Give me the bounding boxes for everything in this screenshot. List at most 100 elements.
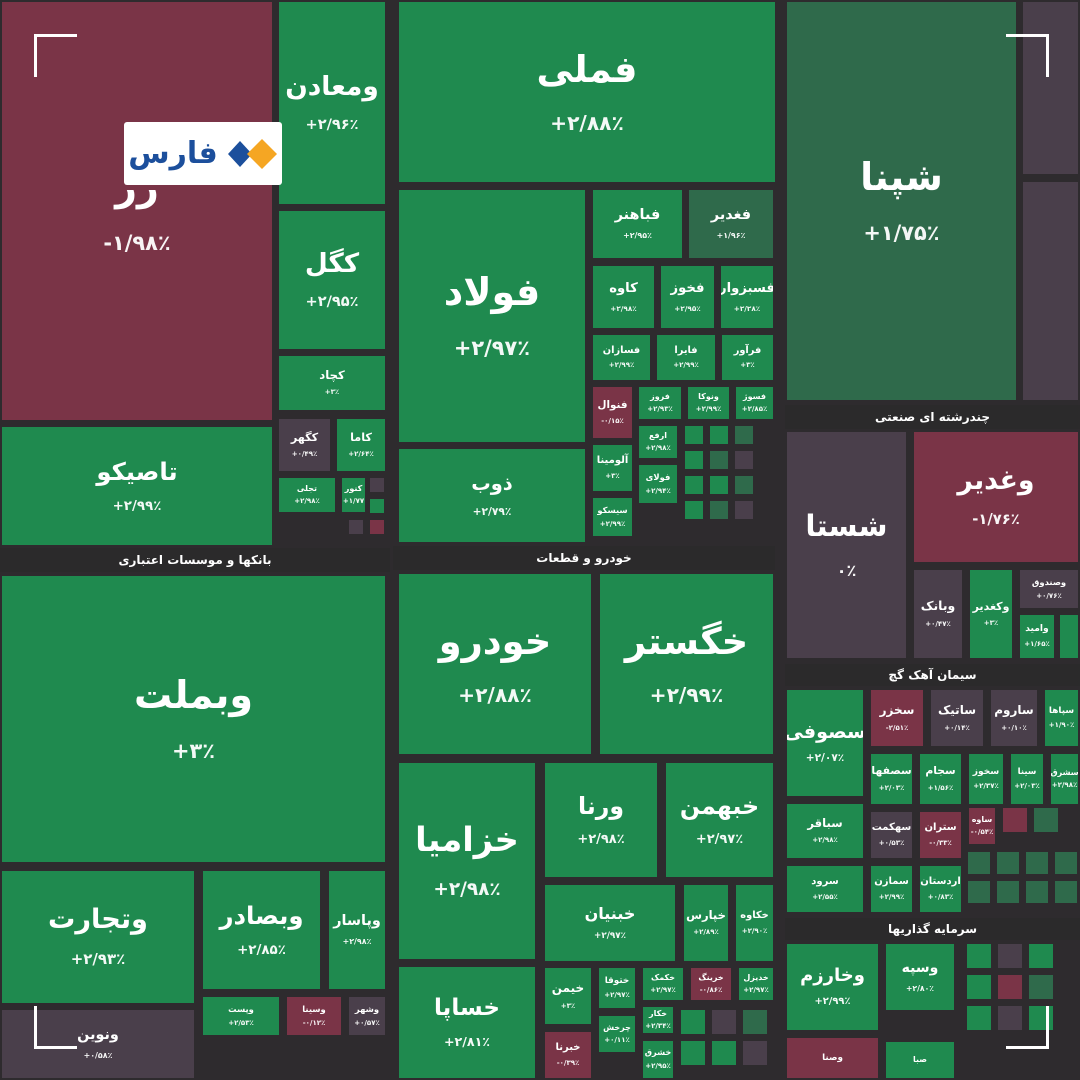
- stock-change: +۳٪: [171, 738, 215, 763]
- stock-tile: ونوین +۰/۵۸٪: [0, 1008, 196, 1080]
- stock-tile: خگستر +۲/۹۹٪: [598, 572, 775, 756]
- stock-tile: خساپا +۲/۸۱٪: [397, 965, 537, 1080]
- small-tile: [708, 474, 730, 496]
- stock-change: +۱/۵۶٪: [927, 783, 954, 792]
- small-tile: [683, 424, 705, 446]
- small-tile: [1001, 806, 1029, 834]
- stock-symbol: سباقر: [807, 815, 843, 830]
- stock-change: +۱/۶۵٪: [1024, 639, 1050, 648]
- stock-symbol: خبنیان: [584, 903, 636, 923]
- stock-symbol: ارفع: [648, 430, 668, 440]
- stock-change: +۲/۷۹٪: [472, 505, 512, 519]
- stock-symbol: ونوکا: [698, 391, 719, 401]
- stock-change: +۰/۵۷٪: [354, 1018, 380, 1027]
- stock-change: +۳٪: [560, 1001, 576, 1010]
- stock-symbol: سهکمت: [871, 821, 912, 833]
- small-tile: [683, 499, 705, 521]
- stock-tile: ارفع +۲/۹۸٪: [637, 424, 679, 460]
- stock-symbol: خکمک: [651, 972, 675, 982]
- stock-change: +۲/۳۷٪: [973, 782, 999, 791]
- stock-change: +۲/۶۴٪: [348, 449, 374, 458]
- stock-tile: وپاسار +۲/۹۸٪: [327, 869, 387, 991]
- stock-symbol: ورنا: [578, 791, 624, 820]
- stock-change: +۲/۹۴٪: [645, 486, 671, 495]
- stock-tile: سیسکو +۲/۹۹٪: [591, 496, 634, 538]
- stock-tile: کچاد +۳٪: [277, 354, 387, 412]
- stock-change: +۲/۰۷٪: [805, 752, 845, 765]
- stock-tile: ختوقا +۲/۹۷٪: [597, 966, 637, 1010]
- stock-change: +۲/۹۹٪: [608, 361, 635, 370]
- stock-tile: خبرنا -۰/۳۹٪: [543, 1030, 593, 1080]
- stock-change: +۲/۹۸٪: [294, 497, 320, 506]
- stock-symbol: خگستر: [624, 619, 749, 663]
- stock-symbol: فسوژ: [743, 391, 766, 401]
- stock-symbol: وامید: [1025, 624, 1049, 635]
- small-tile: [368, 518, 386, 536]
- stock-symbol: خیمن: [551, 981, 585, 996]
- small-tile: [710, 1039, 738, 1067]
- stock-tile: فسازان +۲/۹۹٪: [591, 333, 652, 382]
- stock-symbol: خکاوه: [740, 910, 769, 922]
- stock-symbol: وسینا: [302, 1004, 326, 1015]
- stock-change: +۲/۹۷٪: [604, 990, 630, 999]
- small-tile: [1053, 879, 1079, 905]
- stock-symbol: سمازن: [874, 875, 909, 887]
- stock-change: +۰/۷۶٪: [1036, 591, 1062, 600]
- small-tile: [710, 1008, 738, 1036]
- stock-symbol: وبملت: [133, 673, 254, 718]
- small-tile: [1027, 973, 1055, 1001]
- stock-symbol: خزامیا: [415, 820, 519, 860]
- stock-change: +۲/۹۵٪: [623, 231, 652, 241]
- stock-change: +۲/۸۸٪: [550, 111, 624, 136]
- stock-change: +۲/۸۸٪: [458, 683, 532, 708]
- stock-symbol: خدیزل: [743, 972, 769, 982]
- small-tile: [733, 474, 755, 496]
- stock-change: -۱/۹۸٪: [103, 230, 171, 255]
- stock-symbol: فروز: [650, 391, 670, 401]
- stock-tile: سخوز +۲/۳۷٪: [967, 752, 1005, 806]
- stock-symbol: شپنا: [860, 155, 943, 200]
- stock-change: +۲/۹۶٪: [305, 117, 359, 133]
- stock-change: +۲/۰۳٪: [1014, 781, 1040, 790]
- stock-symbol: کاما: [350, 430, 372, 444]
- stock-change: +۲/۹۳٪: [70, 950, 126, 969]
- stock-tile: تجلی +۲/۹۸٪: [277, 476, 337, 514]
- stock-tile: خیمن +۳٪: [543, 966, 593, 1026]
- stock-symbol: فخوز: [670, 281, 705, 297]
- stock-change: +۰/۱۴٪: [944, 723, 970, 732]
- stock-change: +۲/۹۸٪: [342, 937, 372, 947]
- stock-tile: کاما +۲/۶۴٪: [335, 417, 387, 473]
- stock-tile: وامید +۱/۶۵٪: [1018, 613, 1056, 660]
- stock-change: +۲/۹۵٪: [305, 294, 359, 310]
- stock-tile: وسینا -۰/۱۲٪: [285, 995, 343, 1037]
- stock-symbol: تاصیکو: [96, 456, 178, 486]
- stock-tile: فولای +۲/۹۴٪: [637, 463, 679, 505]
- stock-change: +۲/۲۸٪: [733, 303, 761, 313]
- stock-tile: ذوب +۲/۷۹٪: [397, 447, 587, 544]
- stock-change: +۱/۷۵٪: [863, 220, 940, 245]
- stock-tile: وخارزم +۲/۹۹٪: [785, 942, 880, 1032]
- small-tile: [708, 424, 730, 446]
- stock-tile: وشهر +۰/۵۷٪: [347, 995, 387, 1037]
- stock-symbol: ساتیک: [938, 703, 976, 718]
- stock-symbol: خبرنا: [555, 1041, 581, 1053]
- stock-change: +۰/۵۳٪: [878, 838, 905, 847]
- small-tile: [708, 499, 730, 521]
- stock-change: +۲/۹۹٪: [649, 683, 724, 708]
- stock-tile: شستا ۰٪: [785, 430, 908, 660]
- stock-tile: سصوفی +۲/۰۷٪: [785, 688, 865, 798]
- stock-symbol: خساپا: [434, 994, 500, 1021]
- stock-symbol: سیسکو: [597, 505, 628, 516]
- stock-change: -۰/۸۶٪: [699, 986, 723, 995]
- small-tile: [679, 1008, 707, 1036]
- small-tile: [1053, 850, 1079, 876]
- stock-change: +۲/۹۹٪: [814, 995, 851, 1007]
- stock-symbol: خپارس: [686, 907, 726, 922]
- small-tile: [996, 942, 1024, 970]
- stock-tile: ساوه -۰/۵۴٪: [967, 806, 997, 846]
- stock-change: -۰/۱۵٪: [601, 416, 624, 425]
- stock-tile: خکاوه +۲/۹۰٪: [734, 883, 775, 963]
- stock-tile: وبانک +۰/۴۷٪: [912, 568, 964, 660]
- small-tile: [679, 1039, 707, 1067]
